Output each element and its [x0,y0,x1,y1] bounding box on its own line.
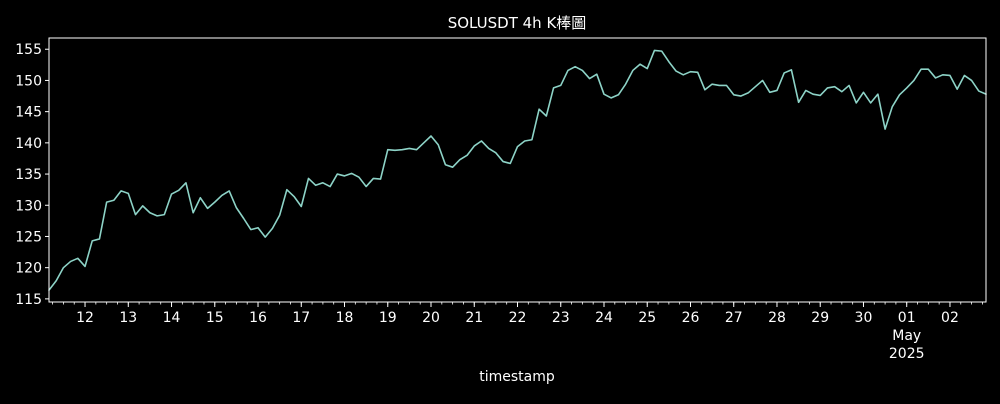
x-tick-label: 24 [595,310,613,326]
x-tick-label: 16 [249,310,267,326]
y-tick-label: 150 [15,73,42,89]
y-tick-label: 130 [15,198,42,214]
x-tick-label: 23 [552,310,570,326]
chart-title: SOLUSDT 4h K棒圖 [448,14,587,32]
x-tick-label: 21 [465,310,483,326]
y-tick-label: 120 [15,261,42,277]
x-tick-label: 26 [682,310,700,326]
x-tick-label: 28 [768,310,786,326]
y-tick-label: 155 [15,42,42,58]
x-tick-label: 12 [76,310,94,326]
y-tick-label: 140 [15,136,42,152]
x-tick-label: 30 [855,310,873,326]
y-tick-label: 125 [15,229,42,245]
x-tick-sublabel: 2025 [889,346,925,362]
x-tick-label: 18 [336,310,354,326]
x-tick-label: 27 [725,310,743,326]
x-tick-label: 20 [422,310,440,326]
y-tick-label: 145 [15,105,42,121]
x-tick-label: 17 [292,310,310,326]
x-tick-label: 25 [638,310,656,326]
x-tick-label: 14 [163,310,181,326]
y-tick-label: 135 [15,167,42,183]
x-axis: 12 13 14 15 16 17 18 19 20 21 22 23 24 25 26 27 28 29 30 01… [52,302,983,362]
x-axis-label: timestamp [479,369,555,385]
x-tick-label: 19 [379,310,397,326]
x-tick-sublabel: May [892,328,921,344]
y-axis: 115 120 125 130 135 140 145 150 155 [15,42,49,308]
y-tick-label: 115 [15,292,42,308]
x-tick-label: 02 [941,310,959,326]
x-tick-label: 22 [509,310,527,326]
x-tick-label: 15 [206,310,224,326]
x-tick-label: 29 [811,310,829,326]
series-line-0 [48,49,987,291]
x-tick-label: 13 [119,310,137,326]
x-tick-label: 01 [898,310,916,326]
